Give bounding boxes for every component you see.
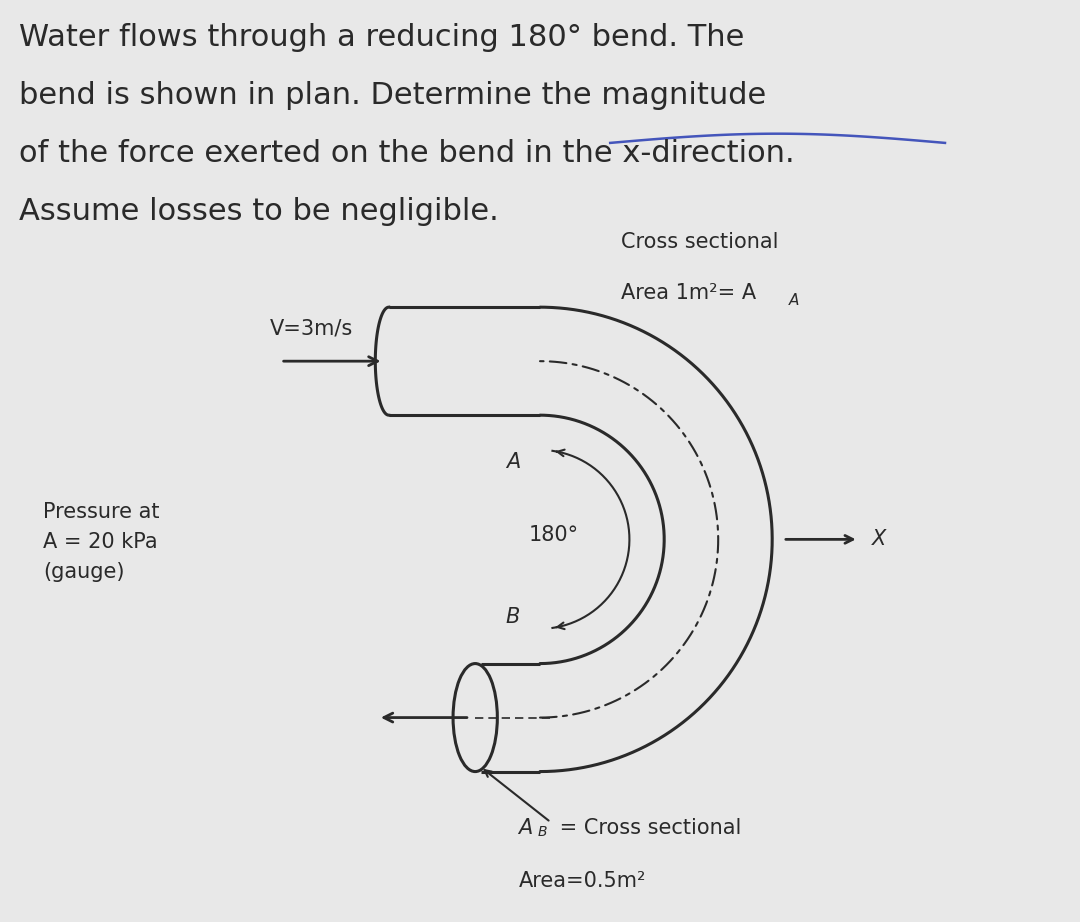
Text: A: A — [518, 818, 532, 838]
Text: A: A — [505, 452, 521, 472]
Text: 180°: 180° — [528, 525, 579, 545]
Text: of the force exerted on the bend in the x-direction.: of the force exerted on the bend in the … — [19, 139, 795, 168]
Text: X: X — [872, 529, 886, 550]
Text: Area=0.5m²: Area=0.5m² — [518, 871, 646, 892]
Text: A: A — [788, 293, 799, 308]
Text: bend is shown in plan. Determine the magnitude: bend is shown in plan. Determine the mag… — [19, 81, 767, 110]
Text: = Cross sectional: = Cross sectional — [553, 818, 741, 838]
Text: Pressure at
A = 20 kPa
(gauge): Pressure at A = 20 kPa (gauge) — [43, 502, 160, 582]
Text: Cross sectional: Cross sectional — [621, 231, 779, 252]
Text: Assume losses to be negligible.: Assume losses to be negligible. — [19, 197, 499, 226]
Text: B: B — [538, 825, 548, 839]
Text: V=3m/s: V=3m/s — [270, 318, 353, 338]
Text: B: B — [505, 607, 521, 627]
Text: Area 1m²= A: Area 1m²= A — [621, 282, 756, 302]
Text: Water flows through a reducing 180° bend. The: Water flows through a reducing 180° bend… — [19, 23, 745, 52]
